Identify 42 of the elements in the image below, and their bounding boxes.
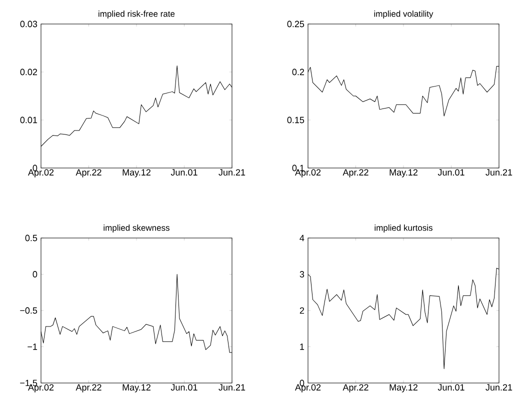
x-tick-label: May.12 [390,169,418,178]
y-tick-label: 0 [300,380,304,386]
x-tick-label: Jun.21 [486,384,512,391]
y-tick-label: 0.25 [287,20,304,28]
x-tick-label: Apr.22 [76,169,102,178]
y-tick-label: 0.1 [292,164,304,172]
x-tick-label: Jun.21 [486,169,512,176]
chart-title: implied kurtosis [374,224,432,232]
x-tick-label: Apr.02 [295,169,321,178]
x-tick-label: Apr.22 [76,384,102,392]
y-tick-label: 2 [300,307,304,314]
x-tick-label: Apr.22 [342,384,368,392]
y-tick-label: 0.15 [287,116,304,124]
chart-title: implied risk-free rate [98,10,175,18]
y-tick-label: 1 [300,344,304,350]
y-tick-label: 0.5 [25,234,38,242]
y-tick-label: 0.01 [20,116,38,124]
x-tick-label: Jun.01 [438,384,464,391]
y-tick-label: 0.2 [292,68,304,76]
chart-title: implied volatility [374,10,434,18]
x-tick-label: Apr.02 [295,384,321,392]
x-tick-label: Jun.21 [218,169,246,176]
x-tick-label: Jun.21 [218,384,246,391]
x-tick-label: Jun.01 [170,169,198,176]
x-tick-label: Jun.01 [438,169,464,176]
x-tick-label: Apr.22 [342,169,368,178]
y-tick-label: −1 [28,344,38,350]
y-tick-label: −0.5 [20,307,38,314]
y-tick-label: 0.02 [20,68,38,76]
y-tick-label: −1.5 [20,380,38,386]
y-tick-label: 4 [300,234,304,242]
y-tick-label: 3 [300,271,304,278]
y-tick-label: 0 [32,271,38,278]
x-tick-label: Apr.02 [28,169,54,178]
x-tick-label: May.12 [390,384,418,392]
y-tick-label: 0 [32,164,38,172]
x-tick-label: Jun.01 [170,384,198,391]
y-tick-label: 0.03 [20,20,38,28]
chart-title: implied skewness [104,224,170,232]
x-tick-label: May.12 [122,384,150,392]
x-tick-label: Apr.02 [28,384,54,392]
x-tick-label: May.12 [122,169,150,178]
